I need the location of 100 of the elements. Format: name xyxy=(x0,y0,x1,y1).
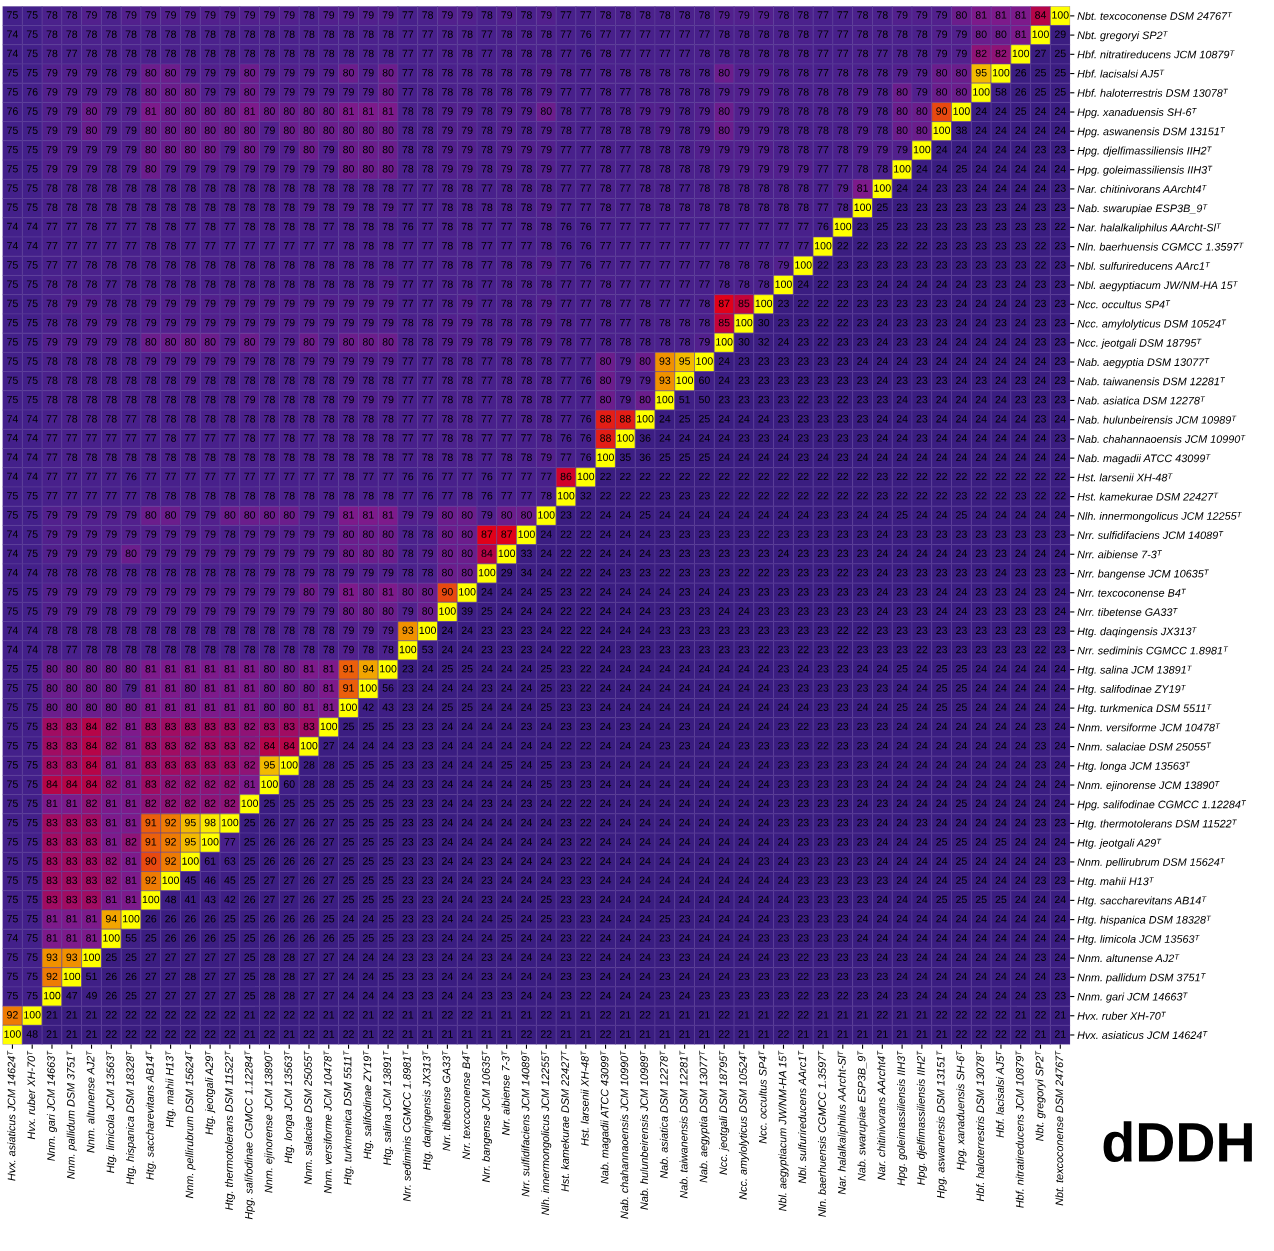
data-label: 22 xyxy=(1054,222,1066,231)
x-tick-label: Ncc. amylolyticus DSM 10524ᵀ xyxy=(738,1050,749,1200)
data-label: 77 xyxy=(758,242,770,250)
data-label: 24 xyxy=(896,453,908,461)
data-label: 79 xyxy=(896,68,908,77)
data-label: 23 xyxy=(659,607,671,615)
data-label: 78 xyxy=(778,68,789,77)
data-label: 24 xyxy=(501,664,513,673)
data-label: 80 xyxy=(382,126,394,135)
data-label: 75 xyxy=(26,761,38,769)
data-label: 77 xyxy=(580,280,592,288)
data-label: 23 xyxy=(837,549,849,558)
data-label: 100 xyxy=(360,684,377,692)
data-label: 23 xyxy=(758,741,770,750)
data-label: 22 xyxy=(600,472,611,481)
data-label: 24 xyxy=(461,972,473,981)
data-label: 74 xyxy=(7,472,18,481)
data-label: 79 xyxy=(619,357,631,365)
data-label: 21 xyxy=(323,1030,335,1038)
data-label: 24 xyxy=(501,895,513,904)
data-label: 100 xyxy=(992,68,1010,77)
data-label: 24 xyxy=(877,607,888,615)
data-label: 78 xyxy=(86,415,97,423)
data-label: 24 xyxy=(1035,780,1047,788)
data-label: 78 xyxy=(303,11,315,19)
data-label: 77 xyxy=(204,434,216,442)
data-label: 80 xyxy=(362,607,374,615)
data-label: 77 xyxy=(86,492,97,500)
data-label: 80 xyxy=(303,145,315,154)
data-label: 24 xyxy=(442,780,453,788)
data-label: 80 xyxy=(995,30,1007,38)
data-label: 26 xyxy=(204,914,216,923)
data-label: 24 xyxy=(956,607,967,615)
data-label: 24 xyxy=(936,549,948,557)
data-label: 23 xyxy=(778,568,789,577)
data-label: 23 xyxy=(797,895,809,904)
data-label: 27 xyxy=(283,895,295,904)
data-label: 23 xyxy=(422,914,434,923)
data-label: 24 xyxy=(639,703,651,711)
data-label: 81 xyxy=(125,857,137,865)
data-label: 23 xyxy=(402,799,414,808)
data-label: 29 xyxy=(501,568,513,577)
data-label: 81 xyxy=(125,818,137,827)
data-label: 21 xyxy=(86,1030,97,1038)
data-label: 24 xyxy=(540,857,552,865)
data-label: 78 xyxy=(204,626,216,635)
data-label: 79 xyxy=(204,357,216,365)
data-label: 24 xyxy=(540,818,552,827)
data-label: 24 xyxy=(1015,511,1027,519)
data-label: 77 xyxy=(659,49,671,58)
data-label: 22 xyxy=(1035,241,1046,250)
data-label: 22 xyxy=(580,838,592,846)
data-label: 79 xyxy=(797,165,809,173)
data-label: 25 xyxy=(699,415,710,423)
y-tick-label: Htg. mahii H13ᵀ xyxy=(1077,877,1154,888)
data-label: 79 xyxy=(46,338,58,346)
y-tick-label: Nab. hulunbeirensis JCM 10989ᵀ xyxy=(1077,415,1237,424)
data-label: 22 xyxy=(778,472,789,481)
data-label: 26 xyxy=(185,934,196,942)
data-label: 23 xyxy=(422,799,434,808)
x-tick-label: Hpg. xanaduensis SH-6ᵀ xyxy=(956,1050,967,1170)
data-label: 77 xyxy=(402,395,414,404)
data-label: 21 xyxy=(66,1011,78,1019)
data-label: 24 xyxy=(1035,664,1047,673)
data-label: 24 xyxy=(382,953,394,961)
data-label: 78 xyxy=(442,299,453,308)
data-label: 24 xyxy=(600,568,612,577)
data-label: 23 xyxy=(797,838,809,846)
data-label: 78 xyxy=(521,453,532,461)
data-label: 79 xyxy=(264,68,275,77)
data-label: 79 xyxy=(125,530,137,538)
data-label: 80 xyxy=(145,88,157,96)
data-label: 22 xyxy=(837,568,849,577)
data-label: 78 xyxy=(738,261,750,269)
data-label: 84 xyxy=(66,780,78,788)
data-label: 78 xyxy=(244,645,256,654)
data-label: 80 xyxy=(86,684,97,692)
data-label: 79 xyxy=(145,530,157,538)
data-label: 24 xyxy=(738,761,750,769)
data-label: 78 xyxy=(244,261,256,269)
data-label: 93 xyxy=(66,953,78,961)
data-label: 25 xyxy=(323,914,335,923)
data-label: 24 xyxy=(699,857,710,865)
data-label: 23 xyxy=(1015,607,1027,615)
data-label: 75 xyxy=(26,376,38,385)
data-label: 78 xyxy=(442,415,453,423)
x-tick-label: Nnm. salaciae DSM 25055ᵀ xyxy=(303,1050,312,1185)
data-label: 23 xyxy=(817,895,829,904)
data-label: 78 xyxy=(501,357,513,365)
data-label: 79 xyxy=(540,203,552,211)
data-label: 24 xyxy=(461,991,473,1000)
data-label: 24 xyxy=(619,991,631,1000)
data-label: 78 xyxy=(343,184,354,192)
data-label: 24 xyxy=(1054,165,1066,173)
data-label: 24 xyxy=(995,434,1007,442)
data-label: 78 xyxy=(224,49,236,58)
data-label: 100 xyxy=(103,934,120,942)
data-label: 78 xyxy=(699,203,710,211)
data-label: 28 xyxy=(283,991,295,1000)
data-label: 24 xyxy=(995,107,1007,115)
